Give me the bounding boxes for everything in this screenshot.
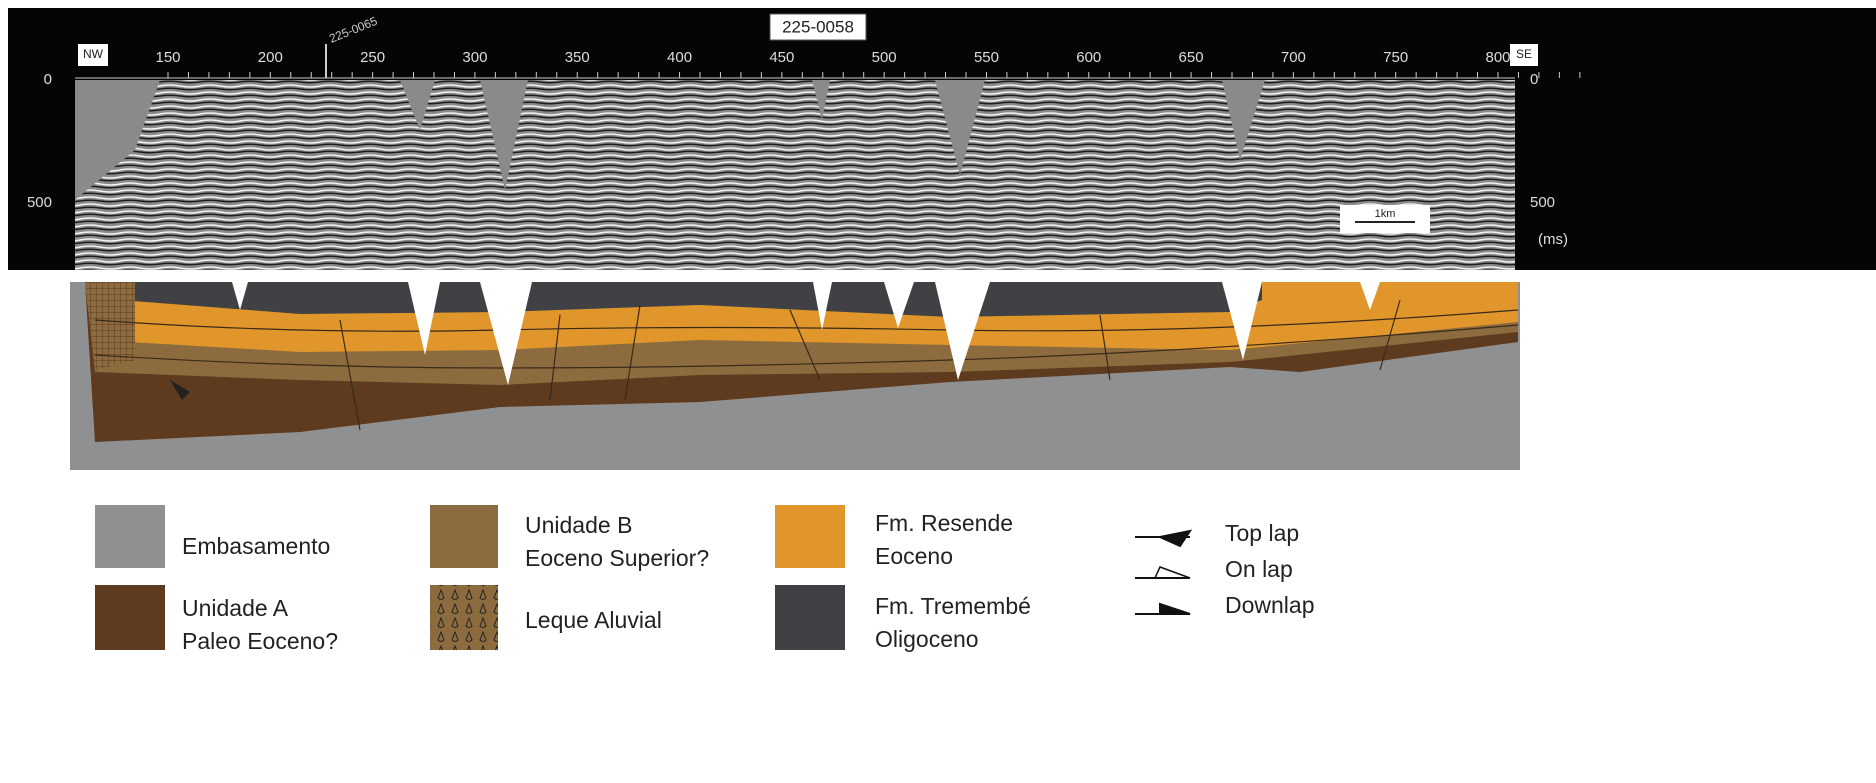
- end-label: SE: [1516, 47, 1532, 61]
- swatch-embasamento: [95, 505, 165, 568]
- trace-label: 250: [360, 49, 385, 66]
- figure: 0 0 500 500 (ms) 150 200 250 300 350 400 450 500 550…: [0, 0, 1876, 783]
- swatch-resende: [775, 505, 845, 568]
- time-label-right: 500: [1530, 194, 1555, 211]
- symbol-label: Top lap: [1225, 520, 1299, 546]
- legend-label: Unidade A: [182, 595, 289, 621]
- legend-label: Embasamento: [182, 533, 330, 559]
- line-label: 225-0058: [782, 17, 854, 36]
- trace-label: 350: [565, 49, 590, 66]
- time-label: 0: [44, 71, 52, 88]
- legend-label: Leque Aluvial: [525, 607, 662, 633]
- trace-label: 450: [769, 49, 794, 66]
- legend-label: Unidade B: [525, 512, 632, 538]
- trace-label: 750: [1383, 49, 1408, 66]
- swatch-unidade-b: [430, 505, 498, 568]
- trace-label: 700: [1281, 49, 1306, 66]
- trace-label: 650: [1179, 49, 1204, 66]
- legend-label: Paleo Eoceno?: [182, 628, 338, 654]
- trace-label: 550: [974, 49, 999, 66]
- time-label: 500: [27, 194, 52, 211]
- seismic-section: [75, 80, 1515, 270]
- trace-label: 300: [462, 49, 487, 66]
- legend-label: Oligoceno: [875, 626, 979, 652]
- interpretation: [70, 282, 1520, 470]
- trace-label: 400: [667, 49, 692, 66]
- legend-label: Fm. Tremembé: [875, 593, 1031, 619]
- swatch-tremembe: [775, 585, 845, 650]
- legend-label: Eoceno: [875, 543, 953, 569]
- trace-label: 150: [155, 49, 180, 66]
- swatch-unidade-a: [95, 585, 165, 650]
- legend-label: Eoceno Superior?: [525, 545, 709, 571]
- start-label: NW: [83, 47, 104, 61]
- symbol-label: On lap: [1225, 556, 1293, 582]
- time-unit: (ms): [1538, 231, 1568, 248]
- trace-label: 500: [872, 49, 897, 66]
- trace-label: 800: [1485, 49, 1510, 66]
- time-label-right: 0: [1530, 71, 1538, 88]
- scale-label: 1km: [1375, 208, 1396, 220]
- symbol-label: Downlap: [1225, 592, 1315, 618]
- swatch-leque: [430, 585, 498, 650]
- legend-label: Fm. Resende: [875, 510, 1013, 536]
- trace-label: 200: [258, 49, 283, 66]
- lap-symbols: [1135, 531, 1190, 614]
- trace-label: 600: [1076, 49, 1101, 66]
